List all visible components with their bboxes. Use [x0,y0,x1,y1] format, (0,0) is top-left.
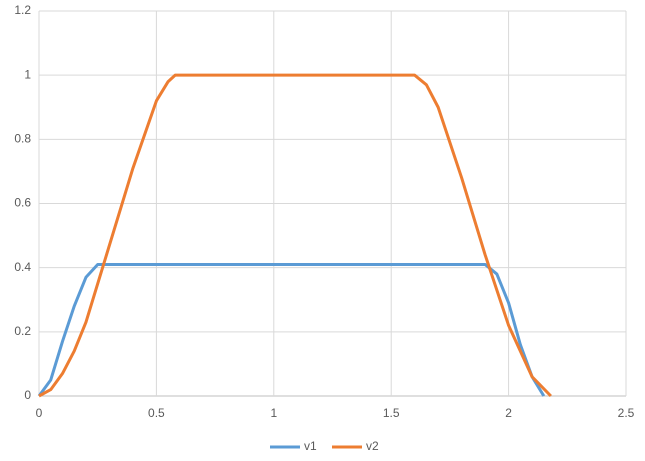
y-tick-label: 0.6 [14,196,31,210]
legend-label: v2 [366,439,379,453]
y-tick-label: 1 [24,67,31,81]
x-tick-label: 1.5 [383,406,400,420]
legend-label: v1 [304,439,317,453]
y-tick-label: 0.8 [14,132,31,146]
x-tick-label: 0 [36,406,43,420]
x-tick-label: 2.5 [618,406,635,420]
y-tick-label: 0 [24,388,31,402]
x-tick-label: 2 [505,406,512,420]
series-line [38,73,552,398]
y-tick-label: 0.4 [14,260,31,274]
x-tick-label: 0.5 [148,406,165,420]
y-tick-label: 0.2 [14,324,31,338]
y-tick-label: 1.2 [14,3,31,17]
x-tick-label: 1 [270,406,277,420]
series-line [37,262,546,397]
